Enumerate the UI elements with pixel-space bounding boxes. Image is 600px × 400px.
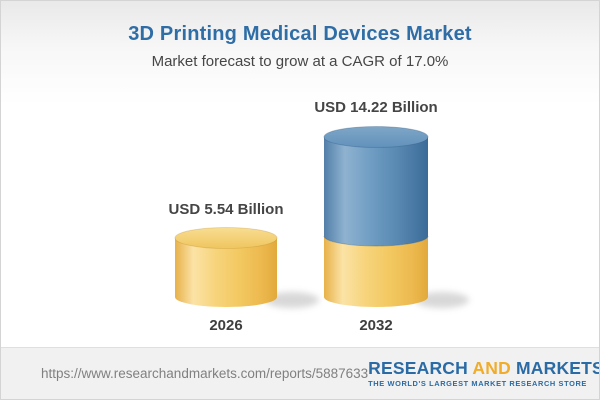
research-and-markets-logo: RESEARCH AND MARKETS THE WORLD'S LARGEST… [368,358,600,388]
value-label-2032: USD 14.22 Billion [314,99,438,116]
logo-word-and: AND [472,358,511,379]
cylinder-2026 [174,227,278,307]
logo-tagline: THE WORLD'S LARGEST MARKET RESEARCH STOR… [368,378,587,388]
category-label-2026: 2026 [209,317,243,334]
shadow-2026 [265,292,319,308]
cylinder-2032-base-segment [324,236,428,307]
category-label-2032: 2032 [359,317,393,334]
shadow-2032 [415,292,469,308]
logo-word-markets: MARKETS [515,358,600,379]
cylinder-2032 [323,126,429,307]
report-url: https://www.researchandmarkets.com/repor… [41,366,369,381]
page-subtitle: Market forecast to grow at a CAGR of 17.… [151,53,449,70]
logo-wordmark: RESEARCH AND MARKETS [368,358,600,379]
page-title: 3D Printing Medical Devices Market [128,23,472,45]
value-label-2026: USD 5.54 Billion [168,201,284,218]
footer-bar: https://www.researchandmarkets.com/repor… [1,347,599,399]
logo-word-research: RESEARCH [368,358,468,379]
cylinder-2032-top-segment [324,137,428,246]
